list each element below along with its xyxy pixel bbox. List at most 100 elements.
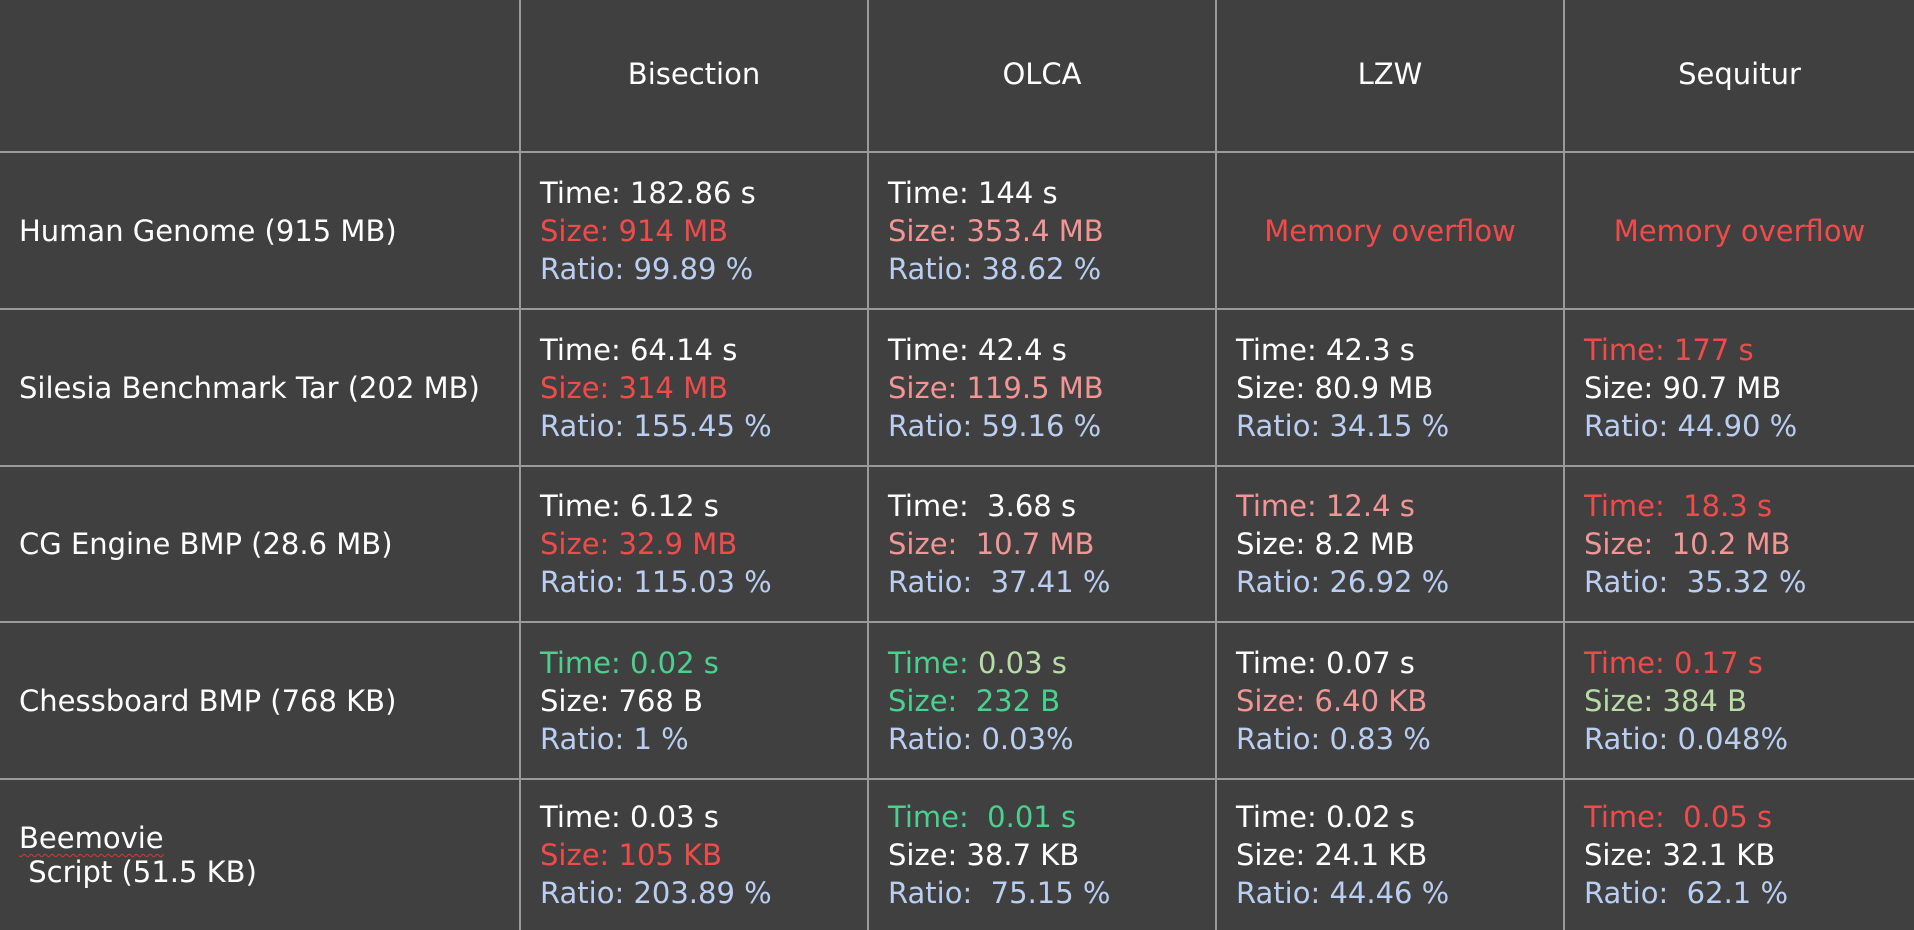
time-value: Time: 0.03 s — [540, 800, 719, 834]
result-cell: Memory overflow — [1565, 153, 1914, 310]
time-value-number: 0.03 s — [968, 645, 1067, 680]
time-value: Time: 64.14 s — [540, 332, 738, 367]
result-cell: Time: 0.07 s Size: 6.40 KB Ratio: 0.83 % — [1217, 623, 1565, 780]
ratio-line: Ratio: 26.92 % — [1236, 563, 1563, 601]
row-label-flagged-word: Beemovie — [19, 821, 164, 855]
time-line: Time: 182.86 s — [540, 174, 867, 212]
time-line: Time: 0.03 s — [540, 798, 867, 836]
size-line: Size: 914 MB — [540, 212, 867, 250]
time-line: Time: 0.17 s — [1584, 644, 1914, 682]
ratio-line: Ratio: 0.048% — [1584, 720, 1914, 758]
column-header: LZW — [1217, 0, 1565, 153]
ratio-line: Ratio: 115.03 % — [540, 563, 867, 601]
result-cell: Time: 0.03 s Size: 232 B Ratio: 0.03% — [869, 623, 1217, 780]
row-label: Beemovie Script (51.5 KB) — [0, 780, 521, 930]
row-label-text: Chessboard BMP (768 KB) — [19, 683, 397, 718]
ratio-line: Ratio: 44.46 % — [1236, 874, 1563, 912]
ratio-line: Ratio: 203.89 % — [540, 874, 867, 912]
size-line: Size: 32.9 MB — [540, 525, 867, 563]
size-value: Size: 38.7 KB — [888, 838, 1080, 872]
header-corner — [0, 0, 521, 153]
size-line: Size: 314 MB — [540, 369, 867, 407]
ratio-value: Ratio: 44.46 % — [1236, 876, 1450, 910]
size-value: Size: 914 MB — [540, 213, 729, 248]
column-header: Bisection — [521, 0, 869, 153]
ratio-value: Ratio: 115.03 % — [540, 565, 772, 599]
time-line: Time: 0.02 s — [540, 644, 867, 682]
ratio-value: Ratio: 62.1 % — [1584, 876, 1789, 910]
row-label: CG Engine BMP (28.6 MB) — [0, 467, 521, 623]
column-header-label: Bisection — [627, 56, 761, 91]
ratio-value: Ratio: 34.15 % — [1236, 408, 1450, 443]
ratio-line: Ratio: 59.16 % — [888, 407, 1215, 445]
size-value: Size: 314 MB — [540, 370, 729, 405]
result-cell: Time: 3.68 s Size: 10.7 MB Ratio: 37.41 % — [869, 467, 1217, 623]
size-value: Size: 80.9 MB — [1236, 370, 1434, 405]
row-label-text: Silesia Benchmark Tar (202 MB) — [19, 370, 480, 405]
size-line: Size: 384 B — [1584, 682, 1914, 720]
memory-overflow-message: Memory overflow — [1264, 213, 1516, 248]
size-value: Size: 10.7 MB — [888, 527, 1095, 561]
size-value: Size: 90.7 MB — [1584, 370, 1782, 405]
time-line: Time: 144 s — [888, 174, 1215, 212]
time-value: Time: 0.17 s — [1584, 645, 1763, 680]
memory-overflow-message: Memory overflow — [1613, 213, 1866, 248]
size-value: Size: 768 B — [540, 683, 703, 718]
result-cell: Time: 6.12 s Size: 32.9 MB Ratio: 115.03 % — [521, 467, 869, 623]
ratio-value: Ratio: 203.89 % — [540, 876, 772, 910]
ratio-value: Ratio: 59.16 % — [888, 408, 1102, 443]
ratio-value: Ratio: 0.048% — [1584, 721, 1789, 756]
ratio-line: Ratio: 75.15 % — [888, 874, 1215, 912]
size-value: Size: 232 B — [888, 683, 1061, 718]
time-value: Time: 0.01 s — [888, 800, 1077, 834]
column-header-label: Sequitur — [1678, 56, 1801, 91]
size-value: Size: 119.5 MB — [888, 370, 1104, 405]
result-cell: Time: 42.4 s Size: 119.5 MB Ratio: 59.16 % — [869, 310, 1217, 467]
time-line: Time: 0.07 s — [1236, 644, 1563, 682]
row-label: Human Genome (915 MB) — [0, 153, 521, 310]
ratio-value: Ratio: 26.92 % — [1236, 565, 1450, 599]
size-value: Size: 8.2 MB — [1236, 527, 1415, 561]
time-value: Time: 6.12 s — [540, 489, 719, 523]
time-value: Time: 3.68 s — [888, 489, 1077, 523]
time-line: Time: 42.3 s — [1236, 331, 1563, 369]
time-line: Time: 12.4 s — [1236, 487, 1563, 525]
result-cell: Time: 18.3 s Size: 10.2 MB Ratio: 35.32 % — [1565, 467, 1914, 623]
result-cell: Time: 0.01 s Size: 38.7 KB Ratio: 75.15 % — [869, 780, 1217, 930]
time-value: Time: 0.05 s — [1584, 800, 1773, 834]
result-cell: Time: 12.4 s Size: 8.2 MB Ratio: 26.92 % — [1217, 467, 1565, 623]
ratio-line: Ratio: 1 % — [540, 720, 867, 758]
time-line: Time: 177 s — [1584, 331, 1914, 369]
ratio-line: Ratio: 62.1 % — [1584, 874, 1914, 912]
ratio-line: Ratio: 0.03% — [888, 720, 1215, 758]
ratio-line: Ratio: 37.41 % — [888, 563, 1215, 601]
ratio-value: Ratio: 75.15 % — [888, 876, 1111, 910]
time-value: Time: 42.4 s — [888, 332, 1067, 367]
result-cell: Time: 144 s Size: 353.4 MB Ratio: 38.62 % — [869, 153, 1217, 310]
ratio-line: Ratio: 34.15 % — [1236, 407, 1563, 445]
ratio-value: Ratio: 0.03% — [888, 721, 1074, 756]
time-value: Time: 182.86 s — [540, 175, 756, 210]
ratio-line: Ratio: 0.83 % — [1236, 720, 1563, 758]
size-line: Size: 32.1 KB — [1584, 836, 1914, 874]
size-value: Size: 10.2 MB — [1584, 527, 1791, 561]
size-line: Size: 6.40 KB — [1236, 682, 1563, 720]
ratio-value: Ratio: 37.41 % — [888, 565, 1111, 599]
result-cell: Time: 0.02 s Size: 24.1 KB Ratio: 44.46 % — [1217, 780, 1565, 930]
ratio-line: Ratio: 44.90 % — [1584, 407, 1914, 445]
time-line: Time: 42.4 s — [888, 331, 1215, 369]
size-value: Size: 24.1 KB — [1236, 838, 1428, 872]
ratio-line: Ratio: 35.32 % — [1584, 563, 1914, 601]
size-value: Size: 32.9 MB — [540, 527, 738, 561]
time-value: Time: 42.3 s — [1236, 332, 1415, 367]
size-value: Size: 353.4 MB — [888, 213, 1104, 248]
result-cell: Time: 0.03 s Size: 105 KB Ratio: 203.89 % — [521, 780, 869, 930]
ratio-value: Ratio: 38.62 % — [888, 251, 1102, 286]
time-value: Time: 177 s — [1584, 332, 1754, 367]
time-value: Time: 0.02 s — [540, 645, 719, 680]
time-value: Time: 18.3 s — [1584, 489, 1773, 523]
result-cell: Time: 0.02 s Size: 768 B Ratio: 1 % — [521, 623, 869, 780]
row-label: Silesia Benchmark Tar (202 MB) — [0, 310, 521, 467]
size-line: Size: 105 KB — [540, 836, 867, 874]
